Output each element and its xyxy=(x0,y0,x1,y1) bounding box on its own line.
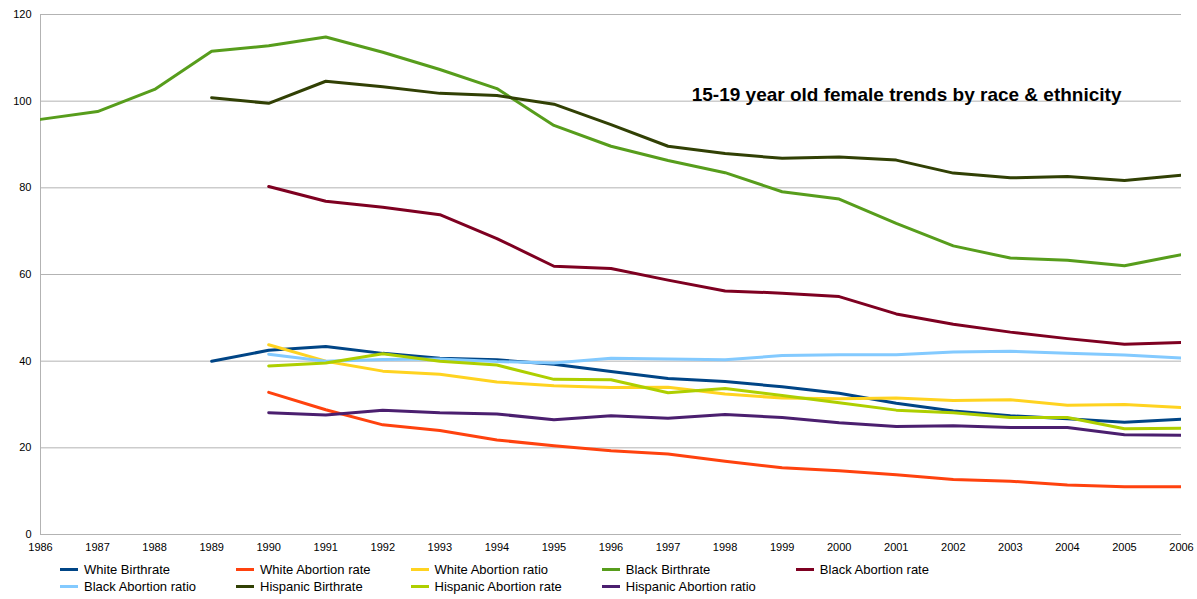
svg-text:1988: 1988 xyxy=(142,541,166,553)
svg-text:2003: 2003 xyxy=(998,541,1022,553)
svg-text:2005: 2005 xyxy=(1112,541,1136,553)
svg-text:1986: 1986 xyxy=(28,541,52,553)
html-text:White Abortion rate: White Abortion rate xyxy=(260,562,371,577)
svg-text:2006: 2006 xyxy=(1169,541,1193,553)
svg-text:1994: 1994 xyxy=(485,541,509,553)
svg-text:80: 80 xyxy=(19,181,31,193)
svg-text:2001: 2001 xyxy=(884,541,908,553)
svg-text:1992: 1992 xyxy=(371,541,395,553)
html-text:White Abortion ratio: White Abortion ratio xyxy=(434,562,548,577)
svg-text:100: 100 xyxy=(13,95,31,107)
svg-text:20: 20 xyxy=(19,441,31,453)
svg-text:60: 60 xyxy=(19,268,31,280)
html-text:Black Abortion rate: Black Abortion rate xyxy=(819,562,929,577)
svg-text:1995: 1995 xyxy=(542,541,566,553)
svg-text:2000: 2000 xyxy=(827,541,851,553)
svg-text:15-19 year old female trends b: 15-19 year old female trends by race & e… xyxy=(692,84,1122,105)
svg-text:2002: 2002 xyxy=(941,541,965,553)
svg-text:1997: 1997 xyxy=(656,541,680,553)
html-text:Black Abortion ratio: Black Abortion ratio xyxy=(84,579,196,594)
svg-text:1990: 1990 xyxy=(256,541,280,553)
svg-text:1999: 1999 xyxy=(770,541,794,553)
html-text:White Birthrate: White Birthrate xyxy=(84,562,170,577)
html-text:Black Birthrate: Black Birthrate xyxy=(625,562,711,577)
svg-text:1987: 1987 xyxy=(85,541,109,553)
svg-text:120: 120 xyxy=(13,8,31,20)
svg-text:1998: 1998 xyxy=(713,541,737,553)
svg-text:1991: 1991 xyxy=(314,541,338,553)
html-text:Hispanic Birthrate: Hispanic Birthrate xyxy=(260,579,363,594)
html-text:Hispanic Abortion rate: Hispanic Abortion rate xyxy=(434,579,562,594)
svg-text:40: 40 xyxy=(19,355,31,367)
svg-text:1996: 1996 xyxy=(599,541,623,553)
svg-text:1993: 1993 xyxy=(428,541,452,553)
svg-text:2004: 2004 xyxy=(1055,541,1079,553)
svg-text:1989: 1989 xyxy=(199,541,223,553)
svg-text:0: 0 xyxy=(25,528,31,540)
html-text:Hispanic Abortion ratio: Hispanic Abortion ratio xyxy=(625,579,756,594)
